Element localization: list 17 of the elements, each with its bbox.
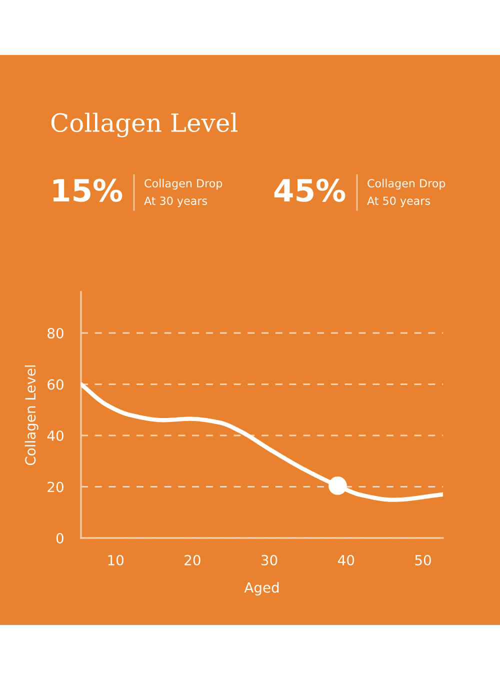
y-axis-title: Collagen Level: [24, 365, 38, 466]
text: Collagen Drop At 50 years: [367, 178, 446, 208]
x-tick-label: 50: [415, 554, 431, 566]
x-tick-label: 20: [184, 554, 200, 566]
y-tick-label: 40: [47, 430, 64, 441]
y-tick-label: 0: [56, 532, 64, 544]
x-axis-title: Aged: [244, 582, 279, 596]
y-tick-label: 80: [48, 328, 64, 338]
x-tick-label: 10: [108, 554, 124, 566]
x-tick-label: 40: [338, 554, 354, 566]
text: 15%: [53, 178, 122, 202]
text: Collagen Drop At 30 years: [144, 178, 222, 208]
y-tick-label: 60: [48, 379, 64, 390]
y-tick-label: 20: [48, 482, 64, 492]
chart-title: Collagen Level: [51, 112, 238, 138]
x-tick-label: 30: [262, 554, 278, 566]
text: 45%: [274, 178, 346, 202]
